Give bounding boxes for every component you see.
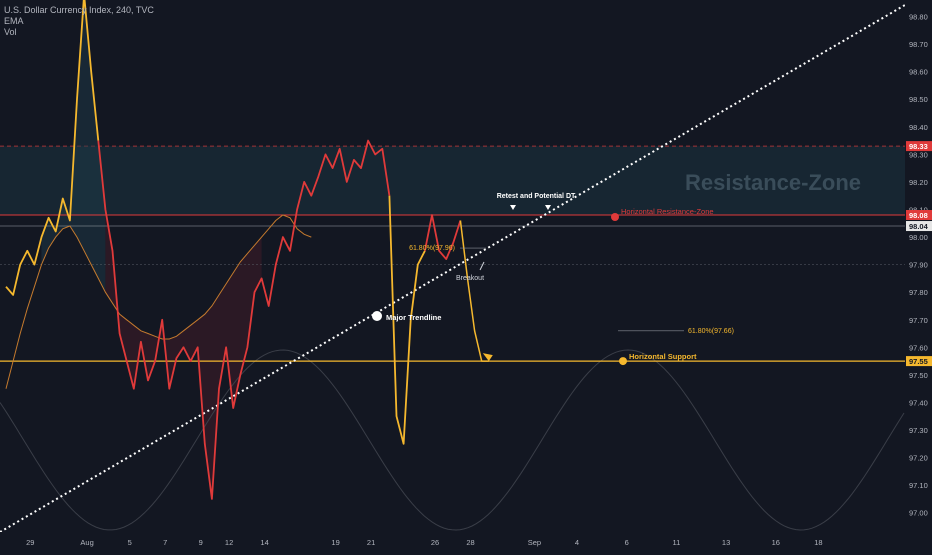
price-axis-background xyxy=(905,0,932,550)
price-line-segment[interactable] xyxy=(97,139,391,500)
volume-indicator-label[interactable]: Vol xyxy=(4,27,17,37)
y-tick-label: 98.40 xyxy=(909,123,928,132)
y-tick-label: 97.50 xyxy=(909,371,928,380)
x-tick-label: 28 xyxy=(466,538,474,547)
x-tick-label: 16 xyxy=(772,538,780,547)
y-tick-label: 98.30 xyxy=(909,150,928,159)
price-tag-label: 97.55 xyxy=(909,357,928,366)
retest-marker-left xyxy=(510,205,516,210)
bearish-fill-area xyxy=(105,209,262,499)
retest-label: Retest and Potential DT xyxy=(497,193,576,200)
y-tick-label: 98.50 xyxy=(909,95,928,104)
price-line-segment[interactable] xyxy=(459,220,489,362)
y-tick-label: 97.90 xyxy=(909,261,928,270)
price-line-segment[interactable] xyxy=(388,195,426,445)
x-tick-label: Sep xyxy=(528,538,541,547)
x-tick-label: 26 xyxy=(431,538,439,547)
x-tick-label: 12 xyxy=(225,538,233,547)
x-tick-label: 21 xyxy=(367,538,375,547)
x-tick-label: 7 xyxy=(163,538,167,547)
x-tick-label: 19 xyxy=(331,538,339,547)
breakout-arrow xyxy=(479,261,485,271)
resistance-marker-dot[interactable] xyxy=(611,213,619,222)
price-tag-label: 98.04 xyxy=(909,222,929,231)
horizontal-resistance-label: Horizontal Resistance-Zone xyxy=(621,207,714,216)
ema-indicator-label[interactable]: EMA xyxy=(4,16,24,26)
price-tag-background xyxy=(906,356,932,367)
y-tick-label: 98.20 xyxy=(909,178,928,187)
y-tick-label: 97.20 xyxy=(909,454,928,463)
support-marker-dot[interactable] xyxy=(619,357,627,366)
y-tick-label: 97.10 xyxy=(909,481,928,490)
price-line-segment[interactable] xyxy=(5,0,100,296)
x-tick-label: 14 xyxy=(260,538,268,547)
y-tick-label: 97.40 xyxy=(909,398,928,407)
x-tick-label: 29 xyxy=(26,538,34,547)
oscillator-wave xyxy=(0,349,905,531)
major-trendline-label: Major Trendline xyxy=(386,313,441,322)
y-tick-label: 98.00 xyxy=(909,233,928,242)
resistance-zone-band xyxy=(0,146,905,216)
x-tick-label: 13 xyxy=(722,538,730,547)
symbol-label: U.S. Dollar Currency Index, 240, TVC xyxy=(4,5,154,15)
x-tick-label: 11 xyxy=(673,538,681,547)
resistance-zone-label: Resistance-Zone xyxy=(685,170,861,195)
y-tick-label: 98.80 xyxy=(909,13,928,22)
bullish-fill-area xyxy=(41,0,106,293)
y-tick-label: 98.60 xyxy=(909,68,928,77)
fib-left-label: 61.80%(97.96) xyxy=(409,245,455,252)
y-tick-label: 98.10 xyxy=(909,205,928,214)
horizontal-support-label: Horizontal Support xyxy=(629,352,697,361)
projection-arrowhead xyxy=(482,353,493,362)
x-tick-label: 5 xyxy=(128,538,132,547)
x-tick-label: 4 xyxy=(575,538,579,547)
y-tick-label: 98.70 xyxy=(909,40,928,49)
price-tag-label: 98.33 xyxy=(909,142,928,151)
chart-legend: U.S. Dollar Currency Index, 240, TVC EMA… xyxy=(4,5,154,38)
price-tag-label: 98.08 xyxy=(909,211,928,220)
price-line-segment[interactable] xyxy=(424,214,462,261)
breakout-label: Breakout xyxy=(456,275,484,282)
x-tick-label: 9 xyxy=(199,538,203,547)
x-tick-label: 6 xyxy=(625,538,629,547)
price-tag-background xyxy=(906,141,932,152)
time-axis-background xyxy=(0,532,932,550)
trendline-marker-dot[interactable] xyxy=(372,311,382,321)
y-tick-label: 97.70 xyxy=(909,316,928,325)
price-tag-background xyxy=(906,210,932,221)
x-tick-label: 18 xyxy=(814,538,822,547)
price-tag-background xyxy=(906,221,932,232)
y-tick-label: 97.60 xyxy=(909,343,928,352)
fib-right-label: 61.80%(97.66) xyxy=(688,328,734,335)
x-tick-label: Aug xyxy=(80,538,93,547)
y-tick-label: 97.80 xyxy=(909,288,928,297)
y-tick-label: 97.30 xyxy=(909,426,928,435)
retest-marker-right xyxy=(545,205,551,210)
y-tick-label: 97.00 xyxy=(909,509,928,518)
